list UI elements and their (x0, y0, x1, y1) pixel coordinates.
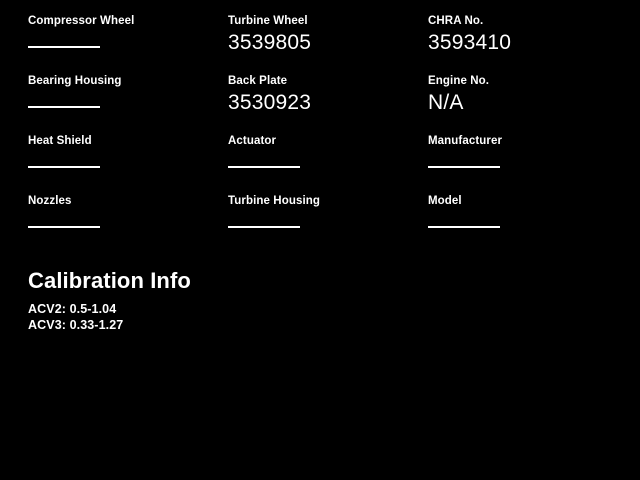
spec-value: 3539805 (228, 31, 312, 54)
spec-label: Engine No. (428, 75, 490, 87)
spec-cell-nozzles: Nozzles (28, 194, 228, 254)
calibration-line-acv2: ACV2: 0.5-1.04 (28, 302, 117, 316)
spec-label: Turbine Wheel (228, 15, 308, 27)
calibration-line-acv3: ACV3: 0.33-1.27 (28, 318, 124, 332)
spec-label: Turbine Housing (228, 195, 321, 207)
spec-blank-rule (228, 226, 300, 228)
spec-cell-bearing-housing: Bearing Housing (28, 74, 228, 134)
spec-cell-engine-no: Engine No. N/A (428, 74, 612, 134)
spec-cell-compressor-wheel: Compressor Wheel (28, 14, 228, 74)
calibration-info-lines: ACV2: 0.5-1.04 ACV3: 0.33-1.27 (28, 301, 428, 333)
spec-label: Actuator (228, 135, 277, 147)
calibration-info-title: Calibration Info (28, 268, 191, 293)
spec-blank-rule (228, 166, 300, 168)
spec-cell-model: Model (428, 194, 612, 254)
spec-blank-rule (28, 106, 100, 108)
spec-blank-rule (428, 166, 500, 168)
spec-label: Nozzles (28, 195, 72, 207)
spec-label: CHRA No. (428, 15, 484, 27)
spec-label: Compressor Wheel (28, 15, 135, 27)
spec-value: 3593410 (428, 31, 512, 54)
spec-cell-turbine-housing: Turbine Housing (228, 194, 428, 254)
spec-cell-manufacturer: Manufacturer (428, 134, 612, 194)
spec-label: Bearing Housing (28, 75, 122, 87)
spec-cell-chra-no: CHRA No. 3593410 (428, 14, 612, 74)
spec-blank-rule (28, 46, 100, 48)
spec-label: Manufacturer (428, 135, 503, 147)
calibration-info-section: Calibration Info ACV2: 0.5-1.04 ACV3: 0.… (28, 268, 428, 333)
spec-value: 3530923 (228, 91, 312, 114)
spec-grid: Compressor Wheel Turbine Wheel 3539805 C… (28, 14, 612, 254)
spec-label: Model (428, 195, 462, 207)
spec-cell-back-plate: Back Plate 3530923 (228, 74, 428, 134)
spec-blank-rule (28, 226, 100, 228)
spec-cell-turbine-wheel: Turbine Wheel 3539805 (228, 14, 428, 74)
spec-blank-rule (28, 166, 100, 168)
spec-value: N/A (428, 91, 464, 114)
spec-cell-heat-shield: Heat Shield (28, 134, 228, 194)
spec-cell-actuator: Actuator (228, 134, 428, 194)
spec-label: Heat Shield (28, 135, 92, 147)
spec-blank-rule (428, 226, 500, 228)
spec-label: Back Plate (228, 75, 288, 87)
